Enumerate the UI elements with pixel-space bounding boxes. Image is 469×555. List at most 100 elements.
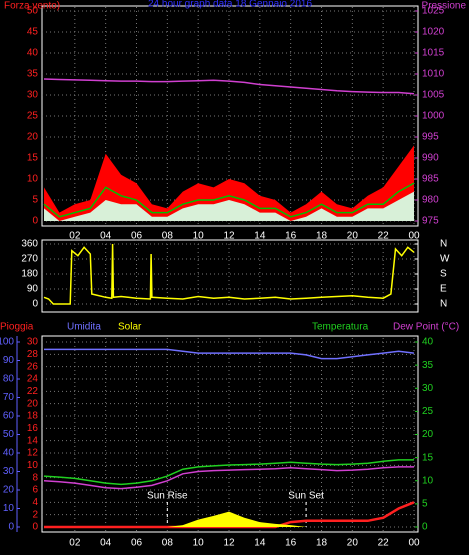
- x-tick-label: 14: [254, 538, 266, 549]
- x-tick-label: 22: [378, 231, 390, 242]
- y2-tick-label: W: [440, 254, 450, 265]
- y-tick-label: 30: [27, 90, 39, 101]
- x-tick-label: 06: [131, 538, 143, 549]
- y-tick-label: 0: [32, 299, 38, 310]
- y2-tick-label: N: [440, 239, 447, 250]
- y2-tick-label: E: [440, 284, 447, 295]
- y2-tick-label: 10: [422, 475, 434, 486]
- y3-tick-label: 40: [3, 448, 15, 459]
- y-tick-label: 15: [27, 153, 39, 164]
- y-tick-label: 10: [27, 174, 39, 185]
- legend-entry: Solar: [118, 322, 142, 333]
- y-tick-label: 0: [32, 216, 38, 227]
- x-tick-label: 04: [100, 538, 112, 549]
- x-tick-label: 20: [347, 538, 359, 549]
- y-tick-label: 5: [32, 195, 38, 206]
- x-tick-label: 10: [193, 231, 205, 242]
- y-tick-label: 12: [27, 448, 39, 459]
- x-tick-label: 08: [162, 538, 174, 549]
- x-tick-label: 16: [285, 231, 297, 242]
- y3-tick-label: 60: [3, 411, 15, 422]
- x-tick-label: 12: [223, 538, 235, 549]
- y2-tick-label: 5: [422, 499, 428, 510]
- y2-tick-label: 985: [422, 174, 439, 185]
- y2-tick-label: 30: [422, 383, 434, 394]
- area: [44, 145, 414, 221]
- y-tick-label: 25: [27, 111, 39, 122]
- y-tick-label: 270: [21, 254, 38, 265]
- x-tick-label: 18: [316, 231, 328, 242]
- x-tick-label: 02: [69, 538, 81, 549]
- y-tick-label: 6: [32, 485, 38, 496]
- y-tick-label: 18: [27, 411, 39, 422]
- y-tick-label: 20: [27, 132, 39, 143]
- y2-tick-label: 40: [422, 337, 434, 348]
- y-tick-label: 24: [27, 374, 39, 385]
- y2-tick-label: 0: [422, 522, 428, 533]
- legend-entry: Pioggia: [0, 322, 34, 333]
- y-tick-label: 180: [21, 269, 38, 280]
- area: [44, 191, 414, 221]
- y2-tick-label: 20: [422, 429, 434, 440]
- y-tick-label: 28: [27, 349, 39, 360]
- y-tick-label: 40: [27, 48, 39, 59]
- y3-tick-label: 20: [3, 485, 15, 496]
- x-tick-label: 00: [408, 231, 420, 242]
- y2-tick-label: 15: [422, 452, 434, 463]
- y-tick-label: 35: [27, 69, 39, 80]
- annotation: Sun Rise: [147, 491, 188, 502]
- line: [43, 78, 415, 95]
- y3-tick-label: 70: [3, 392, 15, 403]
- y-tick-label: 45: [27, 27, 39, 38]
- y-tick-label: 30: [27, 337, 39, 348]
- y2-tick-label: 990: [422, 153, 439, 164]
- x-tick-label: 06: [131, 231, 143, 242]
- line: [43, 459, 414, 486]
- x-tick-label: 20: [347, 231, 359, 242]
- y-tick-label: 22: [27, 386, 39, 397]
- y-tick-label: 8: [32, 472, 38, 483]
- chart-title: 24 hour graph data 18 Gennaio 2016: [148, 0, 312, 10]
- y-tick-label: 16: [27, 423, 39, 434]
- line: [43, 182, 415, 218]
- y2-tick-label: 25: [422, 406, 434, 417]
- y-tick-label: 14: [27, 435, 39, 446]
- x-tick-label: 08: [162, 231, 174, 242]
- y2-tick-label: 35: [422, 360, 434, 371]
- y3-tick-label: 90: [3, 355, 15, 366]
- y2-tick-label: S: [440, 269, 447, 280]
- y-tick-label: 2: [32, 509, 38, 520]
- y2-tick-label: 1015: [422, 48, 445, 59]
- y-tick-label: 4: [32, 497, 38, 508]
- y2-tick-label: 1000: [422, 111, 445, 122]
- y-tick-label: 26: [27, 361, 39, 372]
- x-tick-label: 02: [69, 231, 81, 242]
- y-tick-label: 360: [21, 239, 38, 250]
- y3-tick-label: 30: [3, 466, 15, 477]
- line: [43, 466, 414, 490]
- x-tick-label: 12: [223, 231, 235, 242]
- y-tick-label: 0: [32, 522, 38, 533]
- y2-tick-label: 1025: [422, 6, 445, 17]
- y2-tick-label: 1020: [422, 27, 445, 38]
- y-tick-label: 10: [27, 460, 39, 471]
- y-tick-label: 90: [27, 284, 39, 295]
- line: [44, 348, 415, 360]
- y2-tick-label: 1010: [422, 69, 445, 80]
- y2-tick-label: 975: [422, 216, 439, 227]
- x-tick-label: 18: [316, 538, 328, 549]
- y-tick-label: 20: [27, 398, 39, 409]
- legend-entry: Dew Point (°C): [393, 322, 459, 333]
- x-tick-label: 22: [378, 538, 390, 549]
- y2-tick-label: 995: [422, 132, 439, 143]
- y2-tick-label: N: [440, 299, 447, 310]
- legend-entry: Temperatura: [312, 322, 369, 333]
- x-tick-label: 04: [100, 231, 112, 242]
- y3-tick-label: 100: [0, 337, 14, 348]
- line: [43, 243, 415, 305]
- y2-tick-label: 980: [422, 195, 439, 206]
- y2-tick-label: 1005: [422, 90, 445, 101]
- x-tick-label: 00: [408, 538, 420, 549]
- legend-entry: Umidita: [67, 322, 101, 333]
